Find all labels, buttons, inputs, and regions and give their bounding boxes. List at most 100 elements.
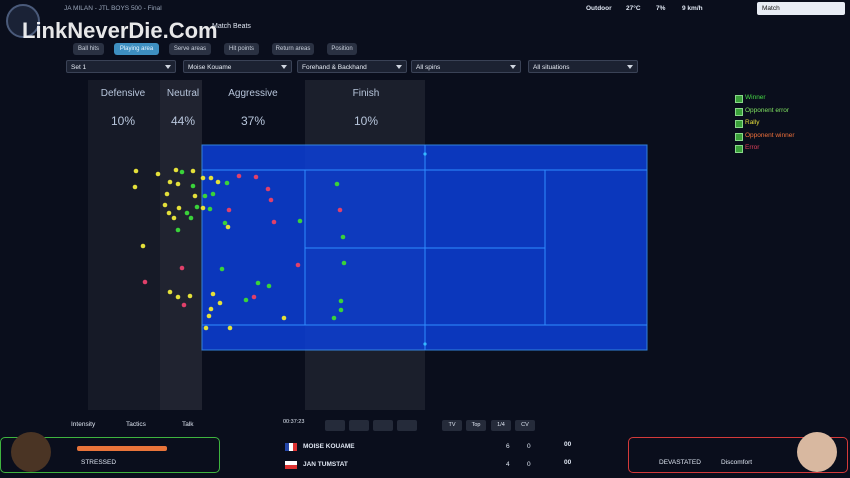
playback-button[interactable] (349, 420, 369, 431)
shot-dot (206, 313, 212, 319)
zone-neutral (160, 80, 202, 410)
shot-dot (162, 202, 168, 208)
tab[interactable]: Ball hits (73, 43, 104, 55)
shot-dot (225, 224, 231, 230)
shot-dot (190, 183, 196, 189)
tab[interactable]: Serve areas (169, 43, 211, 55)
legend-item: Opponent winner (745, 131, 795, 139)
filter-dropdown[interactable]: All spins (411, 60, 521, 73)
shot-dot (265, 186, 271, 192)
shot-dot (219, 266, 225, 272)
playback-button[interactable] (373, 420, 393, 431)
camera-view-button[interactable]: Top (466, 420, 486, 431)
game-score: 0 (527, 443, 531, 450)
shot-dot (181, 302, 187, 308)
shot-dot (281, 315, 287, 321)
shot-dot (215, 179, 221, 185)
shot-dot (187, 293, 193, 299)
point-score: 00 (564, 441, 572, 448)
set-score: 6 (506, 443, 510, 450)
shot-dot (341, 260, 347, 266)
filter-dropdown[interactable]: Moise Kouame (183, 60, 292, 73)
wind: 9 km/h (682, 5, 703, 12)
point-score: 00 (564, 459, 572, 466)
shot-dot (192, 193, 198, 199)
game-score: 0 (527, 461, 531, 468)
shot-dot (222, 220, 228, 226)
left-player-panel: STRESSED (0, 432, 220, 473)
shot-dot (167, 179, 173, 185)
zone-label: Finish (352, 88, 380, 99)
energy-bar (77, 446, 167, 451)
zone-percent: 10% (110, 114, 136, 128)
shot-dot (334, 181, 340, 187)
shot-dot (140, 243, 146, 249)
shot-dot (164, 191, 170, 197)
tab[interactable]: Position (327, 43, 357, 55)
match-clock: 00:37:23 (283, 419, 305, 425)
filter-dropdown[interactable]: All situations (528, 60, 638, 73)
filter-dropdown[interactable]: Set 1 (66, 60, 176, 73)
shot-dot (217, 300, 223, 306)
camera-view-button[interactable]: 1/4 (491, 420, 511, 431)
camera-view-button[interactable]: TV (442, 420, 462, 431)
player-name: JAN TUMSTAT (303, 461, 348, 468)
intensity-button[interactable]: Intensity (71, 421, 96, 428)
shot-dot (166, 210, 172, 216)
shot-dot (423, 152, 427, 156)
shot-dot (210, 291, 216, 297)
zone-percent: 44% (170, 114, 196, 128)
shot-dots (132, 152, 427, 346)
shot-dot (338, 307, 344, 313)
zone-percent: 37% (240, 114, 266, 128)
camera-view-button[interactable]: CV (515, 420, 535, 431)
shot-dot (190, 168, 196, 174)
shot-dot (142, 279, 148, 285)
tactics-button[interactable]: Tactics (126, 421, 146, 428)
humidity: 7% (656, 5, 666, 12)
shot-dot (179, 265, 185, 271)
legend-checkbox[interactable] (735, 145, 743, 153)
flag (285, 443, 297, 451)
shot-dot (210, 191, 216, 197)
set-score: 4 (506, 461, 510, 468)
zone-defensive (88, 80, 160, 410)
shot-dot (202, 193, 208, 199)
shot-dot (208, 175, 214, 181)
shot-dot (268, 197, 274, 203)
playback-button[interactable] (397, 420, 417, 431)
mental-state: STRESSED (81, 459, 117, 466)
legend-item: Rally (745, 119, 760, 126)
shot-dot (226, 207, 232, 213)
legend-checkbox[interactable] (735, 107, 743, 116)
shot-dot (297, 218, 303, 224)
tab[interactable]: Playing area (114, 43, 159, 55)
legend-item: Opponent error (745, 106, 790, 114)
zone-label: Neutral (166, 88, 200, 99)
playback-button[interactable] (325, 420, 345, 431)
club-logo (6, 4, 40, 38)
shot-dot (167, 289, 173, 295)
legend-checkbox[interactable] (735, 132, 743, 141)
shot-dot (179, 169, 185, 175)
shot-dot (255, 280, 261, 286)
shot-dot (176, 205, 182, 211)
tab[interactable]: Return areas (272, 43, 314, 55)
legend-checkbox[interactable] (735, 120, 743, 128)
shot-dot (184, 210, 190, 216)
player-portrait (11, 432, 51, 472)
talk-button[interactable]: Talk (182, 421, 194, 428)
tab[interactable]: Hit points (224, 43, 259, 55)
legend-checkbox[interactable] (735, 95, 743, 103)
shot-dot (271, 219, 277, 225)
shot-dot (173, 167, 179, 173)
shot-dot (224, 180, 230, 186)
shot-dot (208, 306, 214, 312)
shot-dot (188, 215, 194, 221)
shot-dot (155, 171, 161, 177)
filter-dropdown[interactable]: Forehand & Backhand (297, 60, 407, 73)
mode-select[interactable]: Match (757, 2, 845, 15)
shot-dot (253, 174, 259, 180)
player-name: MOISE KOUAME (303, 443, 355, 450)
